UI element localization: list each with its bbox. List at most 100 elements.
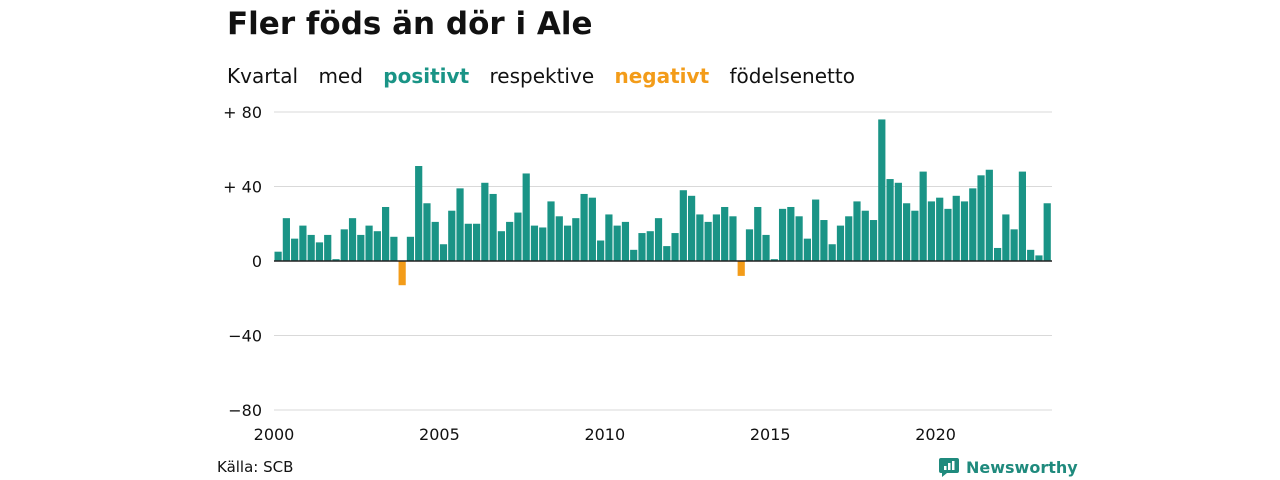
bar xyxy=(597,240,605,261)
bar xyxy=(555,216,563,261)
bar xyxy=(993,247,1002,261)
bar xyxy=(745,229,754,261)
bar xyxy=(1035,255,1043,261)
bar xyxy=(836,225,845,261)
bar xyxy=(787,206,795,261)
y-tick-label: + 40 xyxy=(223,178,262,197)
bar xyxy=(1018,171,1026,261)
bar xyxy=(654,218,663,261)
x-tick-label: 2000 xyxy=(254,425,295,444)
bar xyxy=(936,197,944,261)
subtitle-text-fodelsenetto: födelsenetto xyxy=(729,64,855,88)
bar xyxy=(828,244,836,261)
bar xyxy=(1027,249,1035,261)
newsworthy-logo: Newsworthy xyxy=(938,456,1078,478)
bar xyxy=(274,251,282,261)
bar xyxy=(464,223,472,261)
chart-bubble-icon xyxy=(939,458,959,477)
bar xyxy=(390,236,398,261)
y-tick-label: + 80 xyxy=(223,103,262,122)
bar xyxy=(315,242,324,262)
bar xyxy=(812,199,820,261)
bar xyxy=(977,175,985,261)
bar xyxy=(431,221,439,261)
bar xyxy=(522,173,530,261)
bar xyxy=(282,218,290,261)
bar xyxy=(340,229,348,261)
bar xyxy=(530,225,539,261)
bar xyxy=(514,212,522,261)
bar xyxy=(853,201,861,261)
bar xyxy=(886,179,894,261)
bar xyxy=(903,203,911,261)
x-tick-label: 2015 xyxy=(750,425,791,444)
chart-subtitle: Kvartal med positivt respektive negativt… xyxy=(227,64,869,88)
bar xyxy=(688,195,696,261)
subtitle-text-respektive: respektive xyxy=(489,64,595,88)
bar xyxy=(348,218,357,261)
bar xyxy=(878,119,886,261)
bar xyxy=(927,201,936,261)
bar xyxy=(762,234,770,261)
bar xyxy=(919,171,927,261)
bar xyxy=(423,203,431,261)
bar xyxy=(803,238,811,261)
y-tick-label: −80 xyxy=(228,401,262,420)
bar xyxy=(721,206,729,261)
bar xyxy=(373,231,381,261)
bar xyxy=(1010,229,1018,261)
bars xyxy=(274,119,1051,286)
bar xyxy=(621,221,630,261)
bar xyxy=(456,188,464,261)
bar xyxy=(845,216,853,261)
bar xyxy=(944,208,952,261)
subtitle-text-med: med xyxy=(318,64,363,88)
source-note: Källa: SCB xyxy=(217,458,294,476)
bar xyxy=(439,244,448,261)
bar xyxy=(563,225,572,261)
bar xyxy=(547,201,555,261)
bar xyxy=(696,214,704,261)
bar xyxy=(324,234,332,261)
bar xyxy=(365,225,373,261)
bar xyxy=(663,246,671,261)
subtitle-negative-word: negativt xyxy=(614,64,710,88)
bar xyxy=(406,236,415,261)
bar xyxy=(291,238,299,261)
bar xyxy=(307,234,315,261)
bar xyxy=(911,210,919,261)
x-axis-labels: 2000 2005 2010 2015 2020 xyxy=(254,425,956,444)
logo-text: Newsworthy xyxy=(966,457,1078,477)
bar xyxy=(985,169,993,261)
bar xyxy=(704,221,712,261)
bar xyxy=(770,259,778,261)
bar xyxy=(398,261,406,286)
x-tick-label: 2010 xyxy=(584,425,625,444)
bar xyxy=(357,234,365,261)
chart-title: Fler föds än dör i Ale xyxy=(227,6,593,42)
bar xyxy=(820,220,828,261)
bar xyxy=(679,190,687,261)
bar xyxy=(613,225,621,261)
bar xyxy=(382,206,390,261)
y-axis-labels: + 80 + 40 0 −40 −80 xyxy=(223,103,262,420)
bar xyxy=(754,206,762,261)
bar xyxy=(588,197,596,261)
y-tick-label: 0 xyxy=(252,252,262,271)
bar xyxy=(638,233,646,261)
bar xyxy=(497,231,505,261)
y-tick-label: −40 xyxy=(228,327,262,346)
bar xyxy=(778,208,787,261)
bar xyxy=(489,193,497,261)
bar xyxy=(299,225,307,261)
subtitle-positive-word: positivt xyxy=(383,64,470,88)
bar xyxy=(729,216,737,261)
bar xyxy=(712,214,721,261)
bar xyxy=(332,259,340,261)
bar xyxy=(869,220,878,261)
bar xyxy=(481,182,489,261)
bar xyxy=(894,182,902,261)
bar xyxy=(580,193,588,261)
bar xyxy=(506,221,514,261)
bar xyxy=(572,218,580,261)
